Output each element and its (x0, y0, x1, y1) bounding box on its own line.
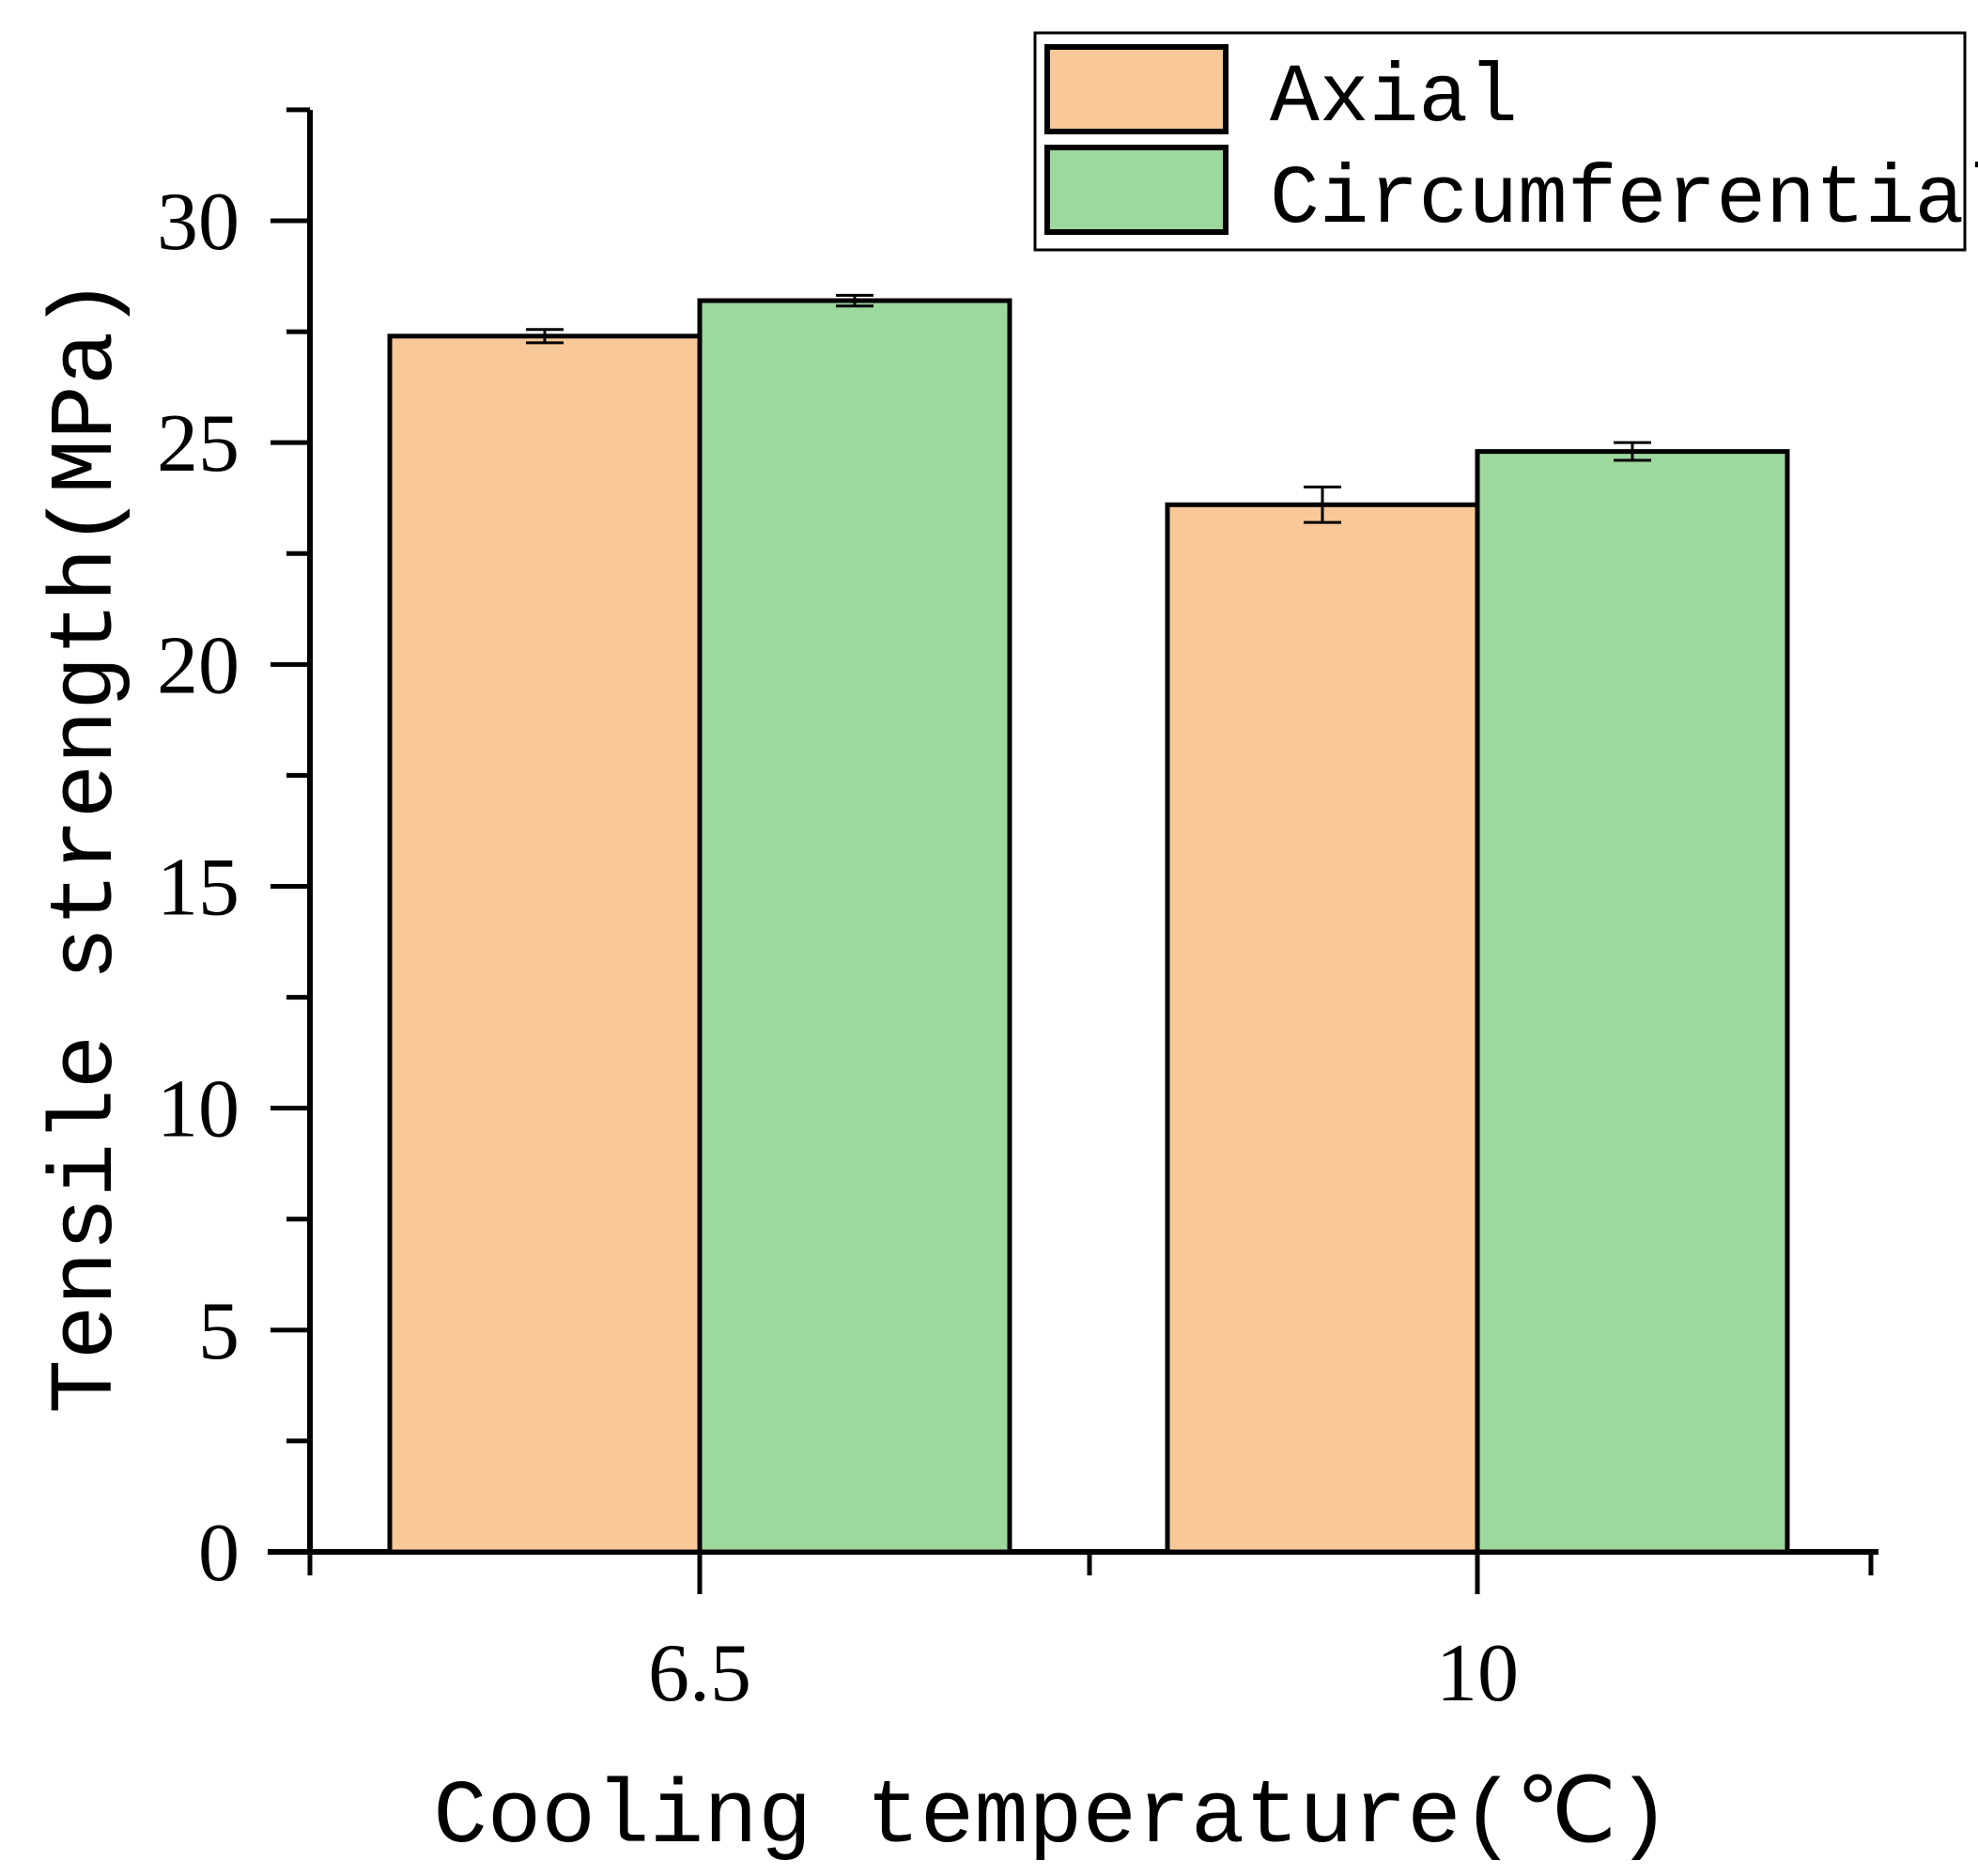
x-tick-label: 10 (1436, 1628, 1519, 1719)
y-tick-label: 25 (157, 398, 240, 489)
bar-axial-6_5 (387, 333, 703, 1555)
bar-axial-10 (1165, 502, 1480, 1555)
y-tick-label: 20 (157, 620, 240, 711)
bar-circumferential-10 (1475, 449, 1790, 1555)
error-bars (526, 293, 1651, 524)
y-tick-label: 5 (198, 1286, 240, 1377)
y-tick-label: 30 (157, 177, 240, 268)
y-tick-label: 10 (157, 1064, 240, 1155)
legend-swatch-axial (1044, 44, 1229, 134)
legend-swatch-circumferential (1044, 145, 1229, 235)
y-tick-label: 0 (198, 1508, 240, 1599)
x-axis-title: Cooling temperature(℃) (433, 1766, 1671, 1868)
bar-circumferential-6_5 (697, 298, 1012, 1555)
legend: Axial Circumferential (1033, 31, 1978, 252)
x-tick-label: 6.5 (648, 1628, 751, 1719)
y-tick-label: 15 (157, 843, 240, 934)
legend-label-circumferential: Circumferential (1270, 154, 1978, 247)
axes: 0 5 10 15 20 25 30 6.5 10 (157, 107, 1878, 1719)
legend-label-axial: Axial (1270, 53, 1518, 146)
y-ticks: 0 5 10 15 20 25 30 (157, 107, 310, 1599)
x-ticks: 6.5 10 (307, 1552, 1874, 1719)
y-axis-title: Tensile strength(MPa) (36, 277, 138, 1414)
bars (387, 298, 1790, 1555)
